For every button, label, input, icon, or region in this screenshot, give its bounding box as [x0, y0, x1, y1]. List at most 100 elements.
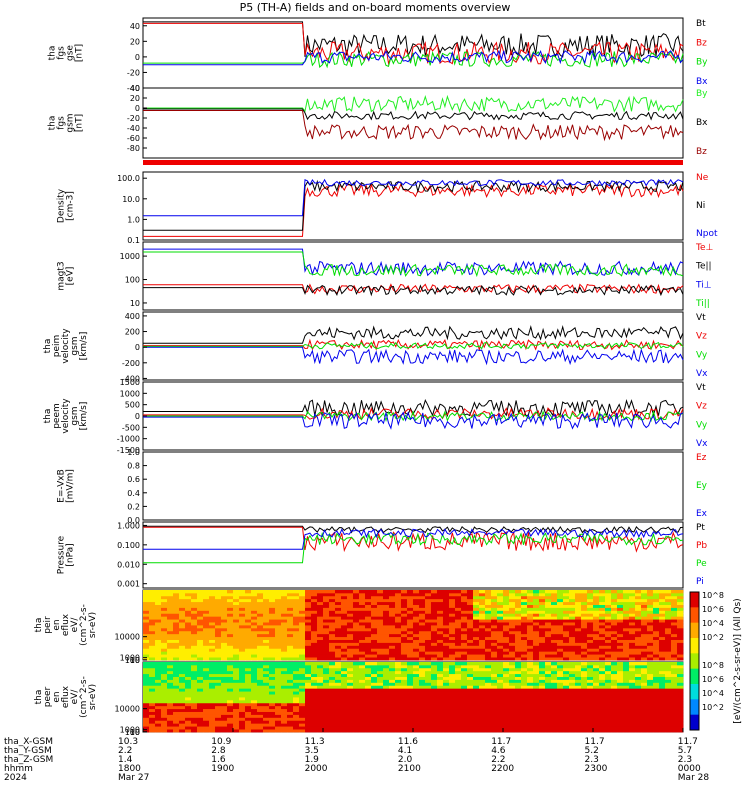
spectrogram-cell: [275, 691, 282, 695]
spectrogram-cell: [185, 702, 192, 707]
spectrogram-cell: [383, 676, 390, 680]
spectrogram-cell: [191, 630, 198, 635]
spectrogram-cell: [623, 648, 630, 652]
spectrogram-cell: [497, 664, 504, 669]
spectrogram-cell: [353, 592, 360, 597]
spectrogram-cell: [173, 694, 180, 698]
spectrogram-cell: [227, 667, 234, 672]
spectrogram-cell: [503, 613, 510, 617]
spectrogram-cell: [557, 682, 564, 686]
y-axis-label: E=-VxB: [57, 469, 67, 503]
spectrogram-cell: [305, 720, 312, 724]
spectrogram-cell: [389, 720, 396, 724]
spectrogram-cell: [551, 648, 558, 652]
spectrogram-cell: [629, 651, 636, 655]
spectrogram-cell: [311, 639, 318, 643]
spectrogram-cell: [389, 697, 396, 701]
spectrogram-cell: [431, 648, 438, 652]
spectrogram-cell: [635, 662, 642, 666]
spectrogram-cell: [599, 604, 606, 608]
spectrogram-cell: [149, 654, 156, 658]
spectrogram-cell: [335, 670, 342, 675]
spectrogram-cell: [299, 639, 306, 643]
spectrogram-cell: [377, 699, 384, 704]
spectrogram-cell: [617, 667, 624, 672]
spectrogram-cell: [245, 595, 252, 600]
spectrogram-cell: [149, 604, 156, 608]
spectrogram-cell: [167, 633, 174, 638]
spectrogram-cell: [245, 679, 252, 683]
spectrogram-cell: [575, 651, 582, 655]
spectrogram-cell: [179, 702, 186, 707]
y-tick-label: 500: [125, 401, 140, 410]
spectrogram-cell: [389, 676, 396, 680]
spectrogram-cell: [359, 639, 366, 643]
spectrogram-cell: [401, 613, 408, 617]
spectrogram-cell: [599, 667, 606, 672]
spectrogram-cell: [149, 625, 156, 629]
spectrogram-cell: [503, 601, 510, 605]
spectrogram-cell: [521, 702, 528, 707]
spectrogram-cell: [443, 705, 450, 710]
spectrogram-cell: [671, 714, 678, 718]
spectrogram-cell: [395, 711, 402, 715]
spectrogram-cell: [233, 627, 240, 632]
spectrogram-cell: [299, 682, 306, 686]
spectrogram-cell: [269, 688, 276, 692]
spectrogram-cell: [431, 625, 438, 629]
spectrogram-cell: [197, 662, 204, 666]
spectrogram-cell: [227, 657, 234, 661]
spectrogram-cell: [521, 729, 528, 733]
spectrogram-cell: [491, 595, 498, 600]
spectrogram-cell: [221, 639, 228, 643]
spectrogram-cell: [215, 670, 222, 675]
spectrogram-cell: [377, 711, 384, 715]
spectrogram-cell: [335, 694, 342, 698]
spectrogram-cell: [401, 604, 408, 608]
spectrogram-cell: [443, 714, 450, 718]
spectrogram-cell: [545, 720, 552, 724]
spectrogram-cell: [569, 702, 576, 707]
spectrogram-cell: [659, 607, 666, 611]
spectrogram-cell: [215, 633, 222, 638]
spectrogram-cell: [209, 679, 216, 683]
spectrogram-cell: [167, 714, 174, 718]
spectrogram-cell: [215, 726, 222, 730]
spectrogram-cell: [449, 699, 456, 704]
spectrogram-cell: [329, 625, 336, 629]
spectrogram-cell: [287, 691, 294, 695]
spectrogram-cell: [377, 726, 384, 730]
spectrogram-cell: [407, 673, 414, 677]
spectrogram-cell: [605, 702, 612, 707]
spectrogram-cell: [557, 697, 564, 701]
spectrogram-cell: [575, 729, 582, 733]
spectrogram-cell: [149, 642, 156, 646]
spectrogram-cell: [377, 595, 384, 600]
spectrogram-cell: [461, 711, 468, 715]
spectrogram-cell: [593, 723, 600, 727]
spectrogram-cell: [641, 642, 648, 646]
spectrogram-cell: [245, 607, 252, 611]
spectrogram-cell: [671, 598, 678, 603]
spectrogram-cell: [251, 598, 258, 603]
spectrogram-cell: [533, 592, 540, 597]
spectrogram-cell: [467, 648, 474, 652]
spectrogram-cell: [473, 595, 480, 600]
spectrogram-cell: [443, 625, 450, 629]
spectrogram-cell: [275, 720, 282, 724]
spectrogram-cell: [191, 670, 198, 675]
spectrogram-cell: [623, 654, 630, 658]
spectrogram-cell: [395, 708, 402, 712]
spectrogram-cell: [281, 662, 288, 666]
spectrogram-cell: [389, 662, 396, 666]
spectrogram-cell: [401, 676, 408, 680]
y-axis-label: tha: [34, 618, 44, 633]
spectrogram-cell: [425, 688, 432, 692]
spectrogram-cell: [359, 711, 366, 715]
spectrogram-cell: [593, 667, 600, 672]
spectrogram-cell: [185, 705, 192, 710]
spectrogram-cell: [533, 625, 540, 629]
spectrogram-cell: [323, 619, 330, 623]
spectrogram-cell: [563, 667, 570, 672]
spectrogram-cell: [305, 694, 312, 698]
